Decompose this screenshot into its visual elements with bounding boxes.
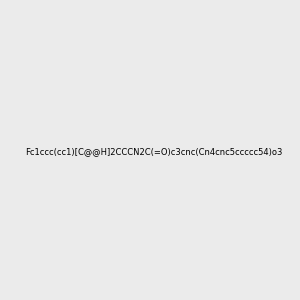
Text: Fc1ccc(cc1)[C@@H]2CCCN2C(=O)c3cnc(Cn4cnc5ccccc54)o3: Fc1ccc(cc1)[C@@H]2CCCN2C(=O)c3cnc(Cn4cnc… xyxy=(25,147,282,156)
